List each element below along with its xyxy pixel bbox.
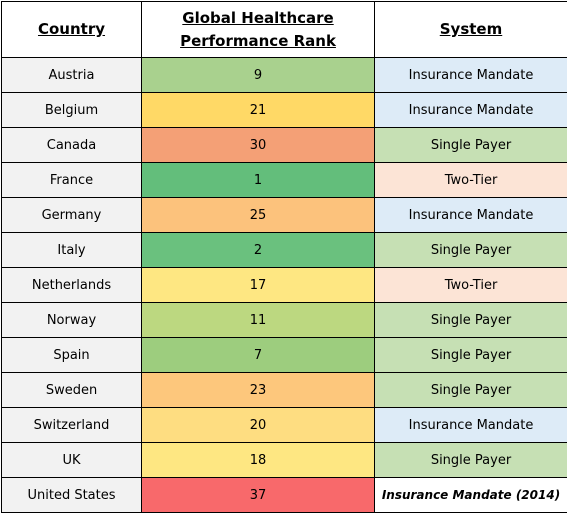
system-cell: Single Payer [374, 127, 567, 163]
rank-cell: 7 [141, 337, 375, 373]
rank-cell: 9 [141, 57, 375, 93]
rank-cell: 37 [141, 477, 375, 513]
header-rank-line1: Global Healthcare [182, 8, 334, 27]
rank-cell: 11 [141, 302, 375, 338]
country-cell: UK [1, 442, 142, 478]
country-cell: Germany [1, 197, 142, 233]
rank-cell: 17 [141, 267, 375, 303]
system-cell: Insurance Mandate [374, 407, 567, 443]
system-cell: Insurance Mandate (2014) [374, 477, 567, 513]
country-cell: Sweden [1, 372, 142, 408]
system-cell: Single Payer [374, 442, 567, 478]
table-row: UK 18 Single Payer [1, 442, 567, 478]
header-country: Country [1, 1, 142, 58]
rank-cell: 20 [141, 407, 375, 443]
table-row: Italy 2 Single Payer [1, 232, 567, 268]
system-cell: Insurance Mandate [374, 57, 567, 93]
table-row: Norway 11 Single Payer [1, 302, 567, 338]
header-rank: Global Healthcare Performance Rank [141, 1, 375, 58]
system-cell: Single Payer [374, 372, 567, 408]
rank-cell: 25 [141, 197, 375, 233]
rank-cell: 21 [141, 92, 375, 128]
rank-cell: 18 [141, 442, 375, 478]
table-row: Netherlands 17 Two-Tier [1, 267, 567, 303]
country-cell: Spain [1, 337, 142, 373]
country-cell: Italy [1, 232, 142, 268]
table-row: Sweden 23 Single Payer [1, 372, 567, 408]
country-cell: France [1, 162, 142, 198]
system-cell: Single Payer [374, 337, 567, 373]
country-cell: Austria [1, 57, 142, 93]
table-row: Spain 7 Single Payer [1, 337, 567, 373]
rank-cell: 30 [141, 127, 375, 163]
table-row: United States 37 Insurance Mandate (2014) [1, 477, 567, 513]
system-cell: Two-Tier [374, 267, 567, 303]
table-row: Switzerland 20 Insurance Mandate [1, 407, 567, 443]
country-cell: Canada [1, 127, 142, 163]
table-row: Germany 25 Insurance Mandate [1, 197, 567, 233]
system-cell: Single Payer [374, 232, 567, 268]
rank-cell: 23 [141, 372, 375, 408]
header-system: System [374, 1, 567, 58]
country-cell: Switzerland [1, 407, 142, 443]
table-row: France 1 Two-Tier [1, 162, 567, 198]
country-cell: Belgium [1, 92, 142, 128]
system-cell: Two-Tier [374, 162, 567, 198]
system-cell: Insurance Mandate [374, 197, 567, 233]
table-row: Canada 30 Single Payer [1, 127, 567, 163]
table-row: Austria 9 Insurance Mandate [1, 57, 567, 93]
rank-cell: 1 [141, 162, 375, 198]
header-rank-line2: Performance Rank [180, 31, 336, 50]
country-cell: Netherlands [1, 267, 142, 303]
country-cell: Norway [1, 302, 142, 338]
table-body: Austria 9 Insurance Mandate Belgium 21 Insura… [1, 57, 567, 513]
header-row: Country Global Healthcare Performance Ra… [1, 1, 567, 58]
rank-cell: 2 [141, 232, 375, 268]
system-cell: Insurance Mandate [374, 92, 567, 128]
table-row: Belgium 21 Insurance Mandate [1, 92, 567, 128]
system-cell: Single Payer [374, 302, 567, 338]
country-cell: United States [1, 477, 142, 513]
